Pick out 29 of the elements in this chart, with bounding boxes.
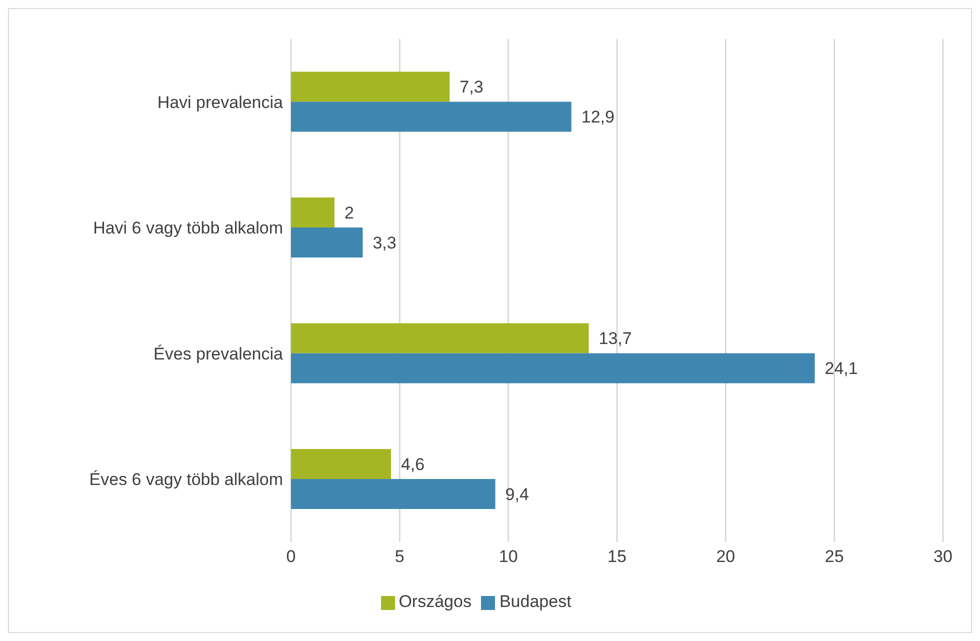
- bar: [291, 197, 334, 228]
- bar: [291, 102, 572, 132]
- bar: [291, 227, 363, 258]
- bar: [291, 353, 815, 384]
- x-tick-label: 0: [286, 547, 296, 566]
- bar: [291, 323, 589, 354]
- data-label: 9,4: [505, 484, 529, 504]
- x-tick-label: 20: [716, 547, 736, 566]
- y-tick-label: Havi 6 vagy több alkalom: [93, 218, 283, 238]
- data-label: 4,6: [400, 454, 425, 474]
- y-tick-label: Éves 6 vagy több alkalom: [89, 470, 283, 490]
- bar: [291, 478, 496, 509]
- x-tick-label: 30: [934, 547, 952, 566]
- data-label: 24,1: [824, 359, 858, 378]
- x-tick-label: 25: [824, 547, 844, 566]
- legend-label: Budapest: [499, 592, 572, 611]
- bar: [291, 72, 450, 102]
- data-label: 3,3: [372, 233, 396, 252]
- x-tick-label: 5: [394, 547, 404, 566]
- x-tick-label: 15: [608, 547, 626, 566]
- data-label: 2: [344, 203, 354, 222]
- y-tick-label: Havi prevalencia: [157, 92, 284, 112]
- data-label: 12,9: [581, 108, 614, 127]
- x-tick-label: 10: [498, 547, 518, 566]
- legend-label: Országos: [398, 592, 472, 611]
- y-tick-label: Éves prevalencia: [154, 344, 284, 364]
- data-label: 13,7: [598, 329, 632, 348]
- data-label: 7,3: [460, 78, 484, 97]
- bar: [291, 448, 391, 479]
